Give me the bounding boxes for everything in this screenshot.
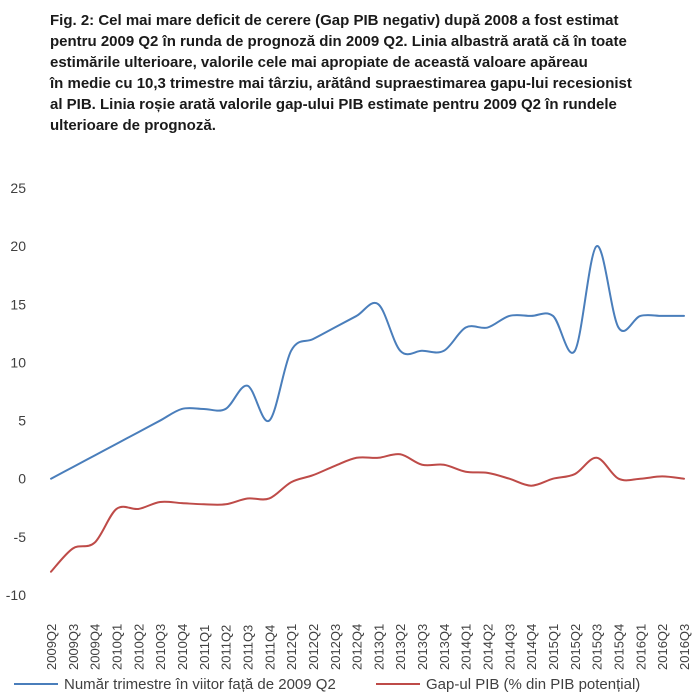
x-tick-label: 2011Q4 <box>262 625 277 670</box>
x-tick-label: 2015Q2 <box>568 624 583 670</box>
y-tick-label: -5 <box>14 529 27 545</box>
x-tick-label: 2014Q4 <box>524 624 539 670</box>
x-tick-label: 2009Q4 <box>88 624 103 670</box>
x-tick-label: 2016Q2 <box>655 624 670 670</box>
x-tick-label: 2013Q1 <box>371 624 386 670</box>
y-tick-label: 0 <box>18 471 26 487</box>
x-tick-label: 2010Q2 <box>131 624 146 670</box>
x-tick-label: 2009Q2 <box>44 624 59 670</box>
x-tick-label: 2011Q3 <box>240 625 255 670</box>
y-tick-label: 5 <box>18 413 26 429</box>
x-tick-label: 2015Q1 <box>546 624 561 670</box>
x-tick-label: 2015Q3 <box>590 624 605 670</box>
x-tick-label: 2010Q3 <box>153 624 168 670</box>
caption-line: estimările ulterioare, valorile cele mai… <box>50 54 588 71</box>
x-tick-label: 2009Q3 <box>66 624 81 670</box>
series-line-quarters <box>50 245 685 480</box>
x-tick-label: 2016Q1 <box>633 624 648 670</box>
x-tick-label: 2012Q1 <box>284 624 299 670</box>
x-tick-label: 2011Q1 <box>197 625 212 670</box>
x-tick-label: 2010Q4 <box>175 624 190 670</box>
figure-caption: Fig. 2: Cel mai mare deficit de cerere (… <box>50 10 690 136</box>
caption-line: pentru 2009 Q2 în runda de prognoză din … <box>50 33 627 50</box>
caption-line: Fig. 2: Cel mai mare deficit de cerere (… <box>50 12 619 29</box>
legend-label: Număr trimestre în viitor față de 2009 Q… <box>64 676 336 693</box>
legend-label: Gap-ul PIB (% din PIB potențial) <box>426 676 640 693</box>
x-tick-label: 2014Q3 <box>502 624 517 670</box>
x-tick-label: 2014Q1 <box>459 624 474 670</box>
x-tick-label: 2013Q3 <box>415 624 430 670</box>
x-tick-label: 2015Q4 <box>612 624 627 670</box>
x-tick-label: 2012Q3 <box>328 624 343 670</box>
y-tick-label: -10 <box>6 587 26 603</box>
x-tick-label: 2013Q4 <box>437 624 452 670</box>
y-tick-label: 10 <box>10 354 26 370</box>
x-tick-label: 2012Q4 <box>350 624 365 670</box>
x-tick-label: 2014Q2 <box>481 624 496 670</box>
x-tick-label: 2010Q1 <box>109 624 124 670</box>
caption-line: în medie cu 10,3 trimestre mai târziu, a… <box>50 75 632 92</box>
x-tick-label: 2012Q2 <box>306 624 321 670</box>
y-tick-label: 25 <box>10 180 26 196</box>
x-tick-label: 2013Q2 <box>393 624 408 670</box>
x-tick-label: 2011Q2 <box>219 625 234 670</box>
y-tick-label: 20 <box>10 238 26 254</box>
y-tick-label: 15 <box>10 296 26 312</box>
x-tick-label: 2016Q3 <box>677 624 692 670</box>
series-line-gdp-gap <box>50 453 685 573</box>
caption-line: ulterioare de prognoză. <box>50 117 216 134</box>
caption-line: al PIB. Linia roșie arată valorile gap-u… <box>50 96 617 113</box>
